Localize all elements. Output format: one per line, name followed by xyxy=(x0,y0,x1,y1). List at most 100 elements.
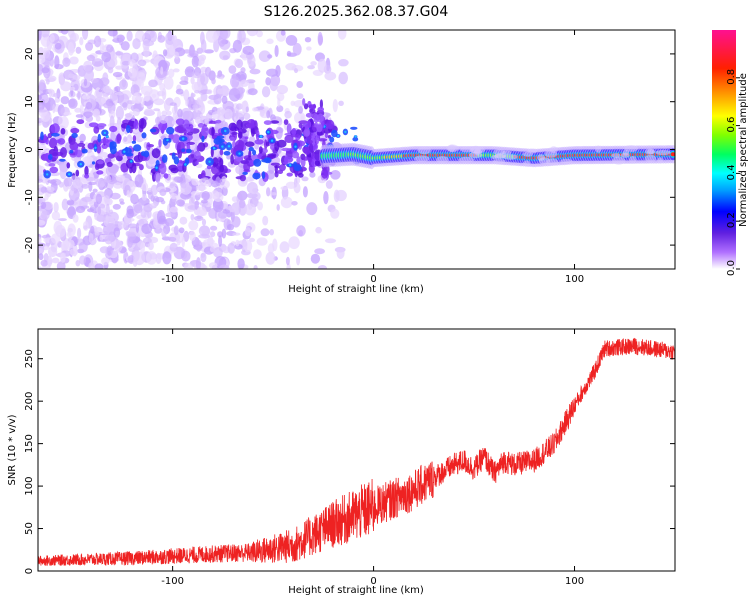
heatmap-cell xyxy=(522,151,533,157)
heatmap-cell xyxy=(277,97,281,108)
heatmap-cell xyxy=(87,181,97,186)
heatmap-cell xyxy=(292,42,302,56)
heatmap-cell xyxy=(266,187,271,197)
heatmap-cell xyxy=(219,164,224,173)
heatmap-cell xyxy=(154,196,165,203)
heatmap-cell xyxy=(54,42,62,50)
heatmap-cell xyxy=(161,110,168,117)
heatmap-cell xyxy=(317,265,327,269)
heatmap-cell xyxy=(282,161,288,165)
heatmap-cell xyxy=(40,259,49,267)
heatmap-cell xyxy=(60,147,67,158)
heatmap-cell xyxy=(124,113,133,118)
heatmap-cell xyxy=(85,42,94,51)
heatmap-cell xyxy=(148,79,158,88)
heatmap-cell xyxy=(180,75,189,82)
heatmap-cell xyxy=(242,171,248,175)
heatmap-cell xyxy=(235,139,245,150)
heatmap-cell xyxy=(94,230,100,236)
heatmap-cell xyxy=(38,94,42,101)
heatmap-cell xyxy=(612,156,626,165)
heatmap-cell xyxy=(502,154,518,160)
heatmap-cell xyxy=(187,131,193,136)
heatmap-cell xyxy=(657,157,664,164)
heatmap-cell xyxy=(309,143,314,153)
heatmap-cell xyxy=(210,225,218,231)
heatmap-cell xyxy=(336,247,345,259)
heatmap-cell xyxy=(106,161,113,167)
heatmap-cell xyxy=(670,152,675,157)
heatmap-cell xyxy=(151,148,161,159)
heatmap-cell xyxy=(329,136,335,143)
heatmap-cell xyxy=(314,153,321,161)
heatmap-cell xyxy=(105,214,109,224)
heatmap-cell xyxy=(94,263,104,269)
heatmap-cell xyxy=(192,72,202,79)
heatmap-cell xyxy=(40,131,44,141)
heatmap-cell xyxy=(324,71,337,81)
heatmap-cell xyxy=(135,222,139,233)
heatmap-cell xyxy=(68,98,78,109)
heatmap-cell xyxy=(94,163,100,170)
heatmap-cell xyxy=(105,164,117,177)
heatmap-cell xyxy=(75,114,84,118)
heatmap-cell xyxy=(267,243,275,254)
heatmap-cell xyxy=(267,130,270,134)
heatmap-cell xyxy=(48,163,56,167)
colorbar-tick-label: 0.2 xyxy=(726,212,737,228)
heatmap-cell xyxy=(103,131,107,135)
heatmap-cell xyxy=(294,145,297,148)
heatmap-cell xyxy=(222,209,231,214)
heatmap-cell xyxy=(195,257,201,269)
heatmap-cell xyxy=(248,146,254,152)
heatmap-cell xyxy=(232,232,241,236)
heatmap-cell xyxy=(247,88,258,96)
heatmap-cell xyxy=(38,178,44,183)
heatmap-cell xyxy=(60,96,70,105)
y-tick-label: 0 xyxy=(24,146,35,152)
heatmap-cell xyxy=(249,237,255,243)
heatmap-cell xyxy=(69,149,74,154)
heatmap-cell xyxy=(84,174,90,179)
heatmap-cell xyxy=(324,238,337,244)
heatmap-cell xyxy=(169,102,177,107)
heatmap-cell xyxy=(201,191,210,201)
heatmap-cell xyxy=(69,248,79,256)
heatmap-cell xyxy=(177,149,182,159)
heatmap-cell xyxy=(183,262,193,269)
heatmap-cell xyxy=(113,227,121,238)
heatmap-cell xyxy=(253,265,258,269)
heatmap-cell xyxy=(221,186,228,197)
heatmap-cell xyxy=(249,68,261,75)
heatmap-cell xyxy=(301,176,309,182)
heatmap-cell xyxy=(200,75,206,84)
snr-ylabel: SNR (10 * v/v) xyxy=(7,414,18,485)
heatmap-cell xyxy=(296,81,304,88)
heatmap-cell xyxy=(338,100,344,107)
heatmap-cell xyxy=(296,156,301,165)
heatmap-cell xyxy=(38,243,45,255)
heatmap-cell xyxy=(182,137,185,140)
y-tick-label: -20 xyxy=(24,237,35,253)
heatmap-cell xyxy=(84,165,89,176)
heatmap-cell xyxy=(99,203,106,209)
heatmap-cell xyxy=(164,218,175,227)
heatmap-cell xyxy=(61,198,69,211)
heatmap-cell xyxy=(165,212,176,218)
heatmap-cell xyxy=(40,210,50,220)
heatmap-cell xyxy=(560,158,573,164)
heatmap-cell xyxy=(148,157,156,165)
heatmap-cell xyxy=(274,45,279,57)
heatmap-cell xyxy=(53,92,61,98)
snr-line xyxy=(38,337,675,567)
heatmap-cell xyxy=(101,257,110,266)
heatmap-cell xyxy=(165,32,175,45)
heatmap-cell xyxy=(270,139,274,142)
heatmap-cell xyxy=(473,149,483,154)
heatmap-cell xyxy=(123,136,128,142)
heatmap-cell xyxy=(213,93,222,105)
heatmap-cell xyxy=(121,60,131,66)
colorbar: 0.0 0.2 0.4 0.6 0.8 Normalized spectral ampl… xyxy=(712,30,749,276)
heatmap-cell xyxy=(130,193,139,205)
heatmap-cell xyxy=(624,145,639,152)
